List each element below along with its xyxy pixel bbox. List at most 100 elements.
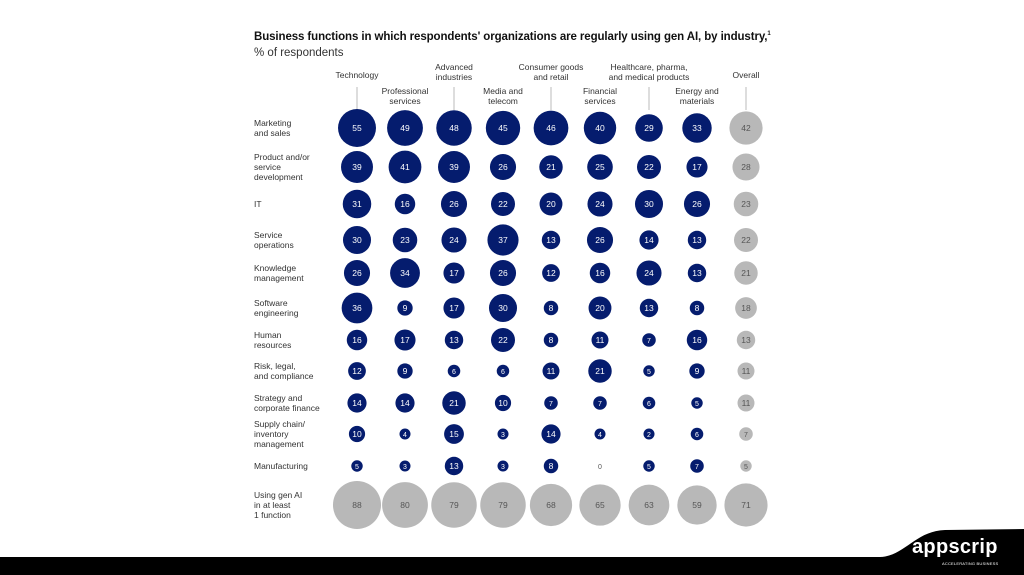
chart-title-text: Business functions in which respondents'… xyxy=(254,31,768,43)
column-header-label: Advanced xyxy=(435,62,473,72)
bubble xyxy=(594,428,606,440)
bubble xyxy=(579,484,621,526)
bubble xyxy=(543,458,559,474)
bubble xyxy=(639,298,659,318)
bubble-value-label: 13 xyxy=(449,461,459,471)
column-header-label: Overall xyxy=(733,70,760,80)
bubble-value-label: 71 xyxy=(741,500,751,510)
bubble-value-label: 22 xyxy=(498,199,508,209)
row-label: management xyxy=(254,439,304,449)
bubble-value-label: 16 xyxy=(692,335,702,345)
bubble-value-label: 11 xyxy=(547,366,556,376)
bubble-value-label: 22 xyxy=(498,335,508,345)
bubble xyxy=(691,397,703,409)
bubble-value-label: 16 xyxy=(400,199,410,209)
bubble xyxy=(689,363,705,379)
row-label: in at least xyxy=(254,500,291,510)
bubble-value-label: 26 xyxy=(449,199,459,209)
bubble xyxy=(542,264,560,282)
bubble-value-label: 17 xyxy=(400,335,410,345)
column-header-label: Consumer goods xyxy=(519,62,584,72)
bubble xyxy=(397,363,413,379)
bubble-value-label: 8 xyxy=(549,461,554,471)
column-header-label: Technology xyxy=(335,70,379,80)
bubble-value-label: 13 xyxy=(692,268,702,278)
column-header-label: Healthcare, pharma, xyxy=(610,62,687,72)
bubble-value-label: 4 xyxy=(403,432,407,439)
bubble-value-label: 31 xyxy=(352,199,362,209)
bubble xyxy=(686,156,708,178)
bubble-value-label: 80 xyxy=(400,500,410,510)
bubble-value-label: 3 xyxy=(501,464,505,471)
bubble xyxy=(341,292,373,324)
bubble-value-label: 0 xyxy=(598,464,602,471)
bubble-value-label: 13 xyxy=(741,335,751,345)
bubble-value-label: 17 xyxy=(692,162,702,172)
bubble xyxy=(388,150,422,184)
bubble-value-label: 6 xyxy=(695,432,699,439)
bubble xyxy=(544,396,558,410)
bubble xyxy=(441,227,467,253)
bubble xyxy=(480,482,526,528)
bubble-value-label: 48 xyxy=(449,123,459,133)
bubble xyxy=(338,109,376,147)
bubble xyxy=(542,362,560,380)
row-label: Supply chain/ xyxy=(254,419,306,429)
bubble xyxy=(643,460,655,472)
row-label: inventory xyxy=(254,429,289,439)
bubble-value-label: 24 xyxy=(644,268,654,278)
bubble xyxy=(541,424,561,444)
bubble-value-label: 26 xyxy=(595,235,605,245)
bubble xyxy=(634,189,664,219)
column-header-label: Energy and xyxy=(675,86,719,96)
bubble xyxy=(392,227,418,253)
bubble xyxy=(686,329,708,351)
bubble-value-label: 79 xyxy=(449,500,459,510)
bubble-value-label: 12 xyxy=(546,268,556,278)
bubble-value-label: 65 xyxy=(595,500,605,510)
bubble-value-label: 7 xyxy=(695,464,699,471)
bubble xyxy=(733,191,759,217)
bubble-value-label: 26 xyxy=(692,199,702,209)
bubble xyxy=(543,332,559,348)
bubble xyxy=(342,189,372,219)
bubble-value-label: 3 xyxy=(403,464,407,471)
row-label: corporate finance xyxy=(254,403,320,413)
bubble xyxy=(343,259,371,287)
bubble-value-label: 23 xyxy=(741,199,751,209)
bubble-value-label: 10 xyxy=(498,398,508,408)
bubble xyxy=(497,428,509,440)
bubble-value-label: 11 xyxy=(596,335,605,345)
bubble xyxy=(588,296,612,320)
bubble xyxy=(539,155,563,179)
bubble xyxy=(539,192,563,216)
bubble xyxy=(687,230,707,250)
bubble-value-label: 13 xyxy=(692,235,702,245)
bubble xyxy=(443,297,465,319)
bubble xyxy=(346,329,368,351)
bubble xyxy=(593,396,607,410)
bubble-value-label: 29 xyxy=(644,123,654,133)
bubble-value-label: 9 xyxy=(403,303,408,313)
row-label: management xyxy=(254,273,304,283)
row-label: operations xyxy=(254,240,294,250)
bubble-value-label: 2 xyxy=(647,432,651,439)
bubble xyxy=(682,113,712,143)
bubble xyxy=(636,260,662,286)
bubble xyxy=(342,225,372,255)
chart-title-footnote: 1 xyxy=(767,31,771,38)
bubble xyxy=(533,110,569,146)
bubble-value-label: 16 xyxy=(595,268,605,278)
bubble xyxy=(735,297,757,319)
bubble-value-label: 68 xyxy=(546,500,556,510)
bubble xyxy=(639,230,659,250)
bubble xyxy=(444,456,464,476)
row-label: development xyxy=(254,172,303,182)
bubble-value-label: 37 xyxy=(498,235,508,245)
column-header-label: services xyxy=(389,96,420,106)
row-label: Using gen AI xyxy=(254,490,302,500)
bubble xyxy=(583,111,617,145)
row-label: engineering xyxy=(254,308,299,318)
column-header-label: materials xyxy=(680,96,714,106)
bubble xyxy=(382,482,428,528)
